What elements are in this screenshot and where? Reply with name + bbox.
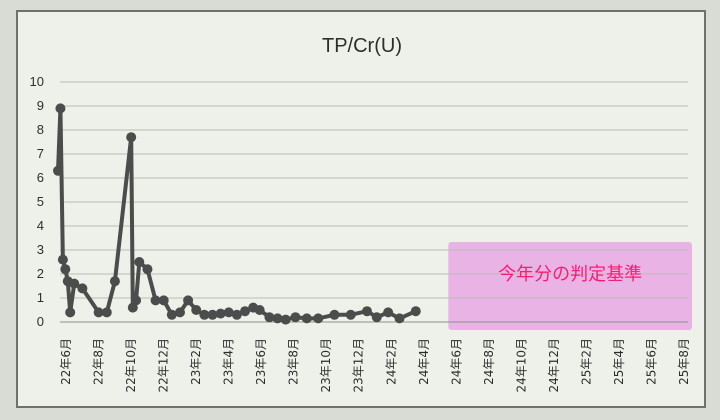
data-point [280,314,291,325]
data-point [166,309,177,320]
x-tick-label: 23年12月 [352,338,366,393]
data-point [142,264,153,275]
x-tick-label: 23年10月 [319,338,333,393]
data-point [150,295,161,306]
y-tick-label: 8 [37,122,44,137]
data-point [131,295,142,306]
x-tick-label: 23年4月 [222,338,236,385]
x-tick-label: 24年12月 [547,338,561,393]
x-tick-label: 22年8月 [92,338,106,385]
x-tick-label: 23年6月 [254,338,268,385]
series-line [56,106,418,322]
data-point [77,283,88,294]
y-tick-label: 2 [37,266,44,281]
data-point [57,254,68,265]
x-tick-label: 25年6月 [644,338,658,385]
x-tick-label: 24年6月 [449,338,463,385]
annotation-highlight [448,242,692,330]
data-point [231,309,242,320]
data-point [53,165,63,176]
data-point [383,307,394,318]
data-point [126,132,137,143]
data-point [394,313,405,324]
data-point [301,313,312,324]
x-tick-label: 25年2月 [579,338,593,385]
data-point [254,305,265,315]
x-tick-label: 24年8月 [482,338,496,385]
data-point [264,312,275,323]
data-point [410,306,421,317]
data-point [371,312,382,323]
x-tick-label: 25年4月 [612,338,626,385]
data-point [207,309,218,320]
x-tick-label: 25年8月 [677,338,691,385]
data-point [158,295,169,306]
data-point [345,309,356,320]
data-point [223,307,234,318]
data-point [313,313,324,324]
y-tick-label: 3 [37,242,44,257]
data-point [240,306,251,317]
data-point [272,313,283,324]
y-tick-label: 0 [37,314,44,329]
data-point [362,306,372,317]
y-tick-label: 4 [37,218,44,233]
chart-title: TP/Cr(U) [322,35,402,57]
y-tick-label: 6 [37,170,44,185]
data-point [55,103,66,114]
chart-frame: 10 9 8 7 6 5 4 3 2 1 0 22年6月 22年8月 22年10月 22年12月 23年2月… [16,10,706,408]
x-tick-label: 23年8月 [287,338,301,385]
data-point [109,276,120,287]
data-point [93,307,104,318]
grid-lines [60,81,688,323]
data-point [60,264,71,275]
data-point [199,309,210,320]
annotation-label: 今年分の判定基準 [498,264,642,285]
data-point [191,305,202,315]
data-point [183,295,194,306]
data-point [329,309,340,320]
data-point [101,307,112,318]
x-tick-label: 24年10月 [514,338,528,393]
y-tick-label: 9 [37,98,44,113]
x-tick-label: 24年2月 [384,338,398,385]
x-tick-label: 22年12月 [157,338,171,393]
y-tick-label: 10 [30,74,44,89]
x-tick-label: 24年4月 [417,338,431,385]
data-point [290,312,301,323]
series-points [53,103,421,325]
x-axis-ticks: 22年6月 22年8月 22年10月 22年12月 23年2月 23年4月 23年6月 23年… [59,338,691,393]
x-tick-label: 22年6月 [59,338,73,385]
data-point [69,278,80,289]
x-tick-label: 23年2月 [189,338,203,385]
data-point [65,307,76,318]
x-tick-label: 22年10月 [124,338,138,393]
y-tick-label: 7 [37,146,44,161]
data-point [174,307,185,318]
data-point [134,257,145,267]
y-tick-label: 1 [37,290,44,305]
y-tick-label: 5 [37,194,44,209]
data-point [215,308,226,319]
